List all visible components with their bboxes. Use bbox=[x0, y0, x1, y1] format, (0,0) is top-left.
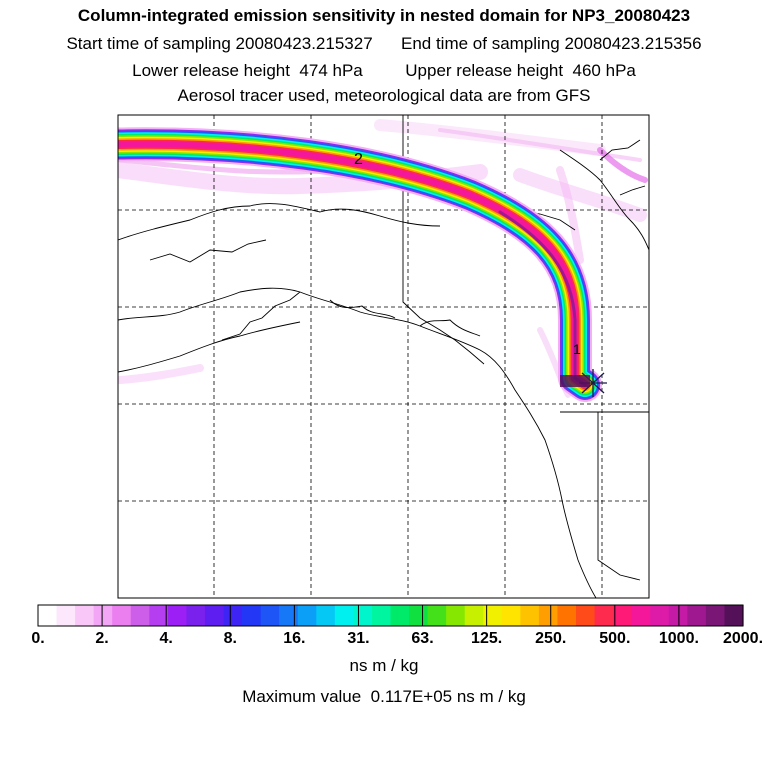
colorbar-tick-label: 4. bbox=[159, 630, 173, 647]
colorbar-units: ns m / kg bbox=[349, 656, 419, 675]
maximum-value: Maximum value 0.117E+05 ns m / kg bbox=[242, 687, 526, 706]
colorbar-swatch bbox=[297, 605, 317, 626]
colorbar-swatch bbox=[260, 605, 280, 626]
colorbar-swatch bbox=[576, 605, 596, 626]
colorbar-swatch bbox=[204, 605, 225, 626]
colorbar-swatch bbox=[390, 605, 410, 626]
colorbar-tick-label: 0. bbox=[31, 630, 45, 647]
colorbar-tick-label: 1000. bbox=[658, 630, 699, 647]
colorbar-swatch bbox=[446, 605, 466, 626]
colorbar-swatch bbox=[594, 605, 614, 626]
track-label-1: 1 bbox=[573, 341, 581, 357]
colorbar-outline bbox=[37, 604, 744, 627]
colorbar-swatch bbox=[353, 605, 373, 626]
plot-title: Column-integrated emission sensitivity i… bbox=[77, 6, 691, 25]
colorbar-swatch bbox=[334, 605, 354, 626]
colorbar-swatch bbox=[93, 605, 113, 626]
colorbar-tick-label: 63. bbox=[411, 630, 434, 647]
colorbar-swatch bbox=[279, 605, 299, 626]
coastlines bbox=[118, 139, 649, 598]
sampling-time-line: Start time of sampling 20080423.215327 E… bbox=[66, 34, 702, 53]
release-height-line: Lower release height 474 hPa Upper relea… bbox=[132, 61, 636, 80]
colorbar-swatch bbox=[520, 605, 540, 626]
colorbar-tick-label: 2000. bbox=[722, 630, 764, 647]
colorbar-swatch bbox=[186, 605, 206, 626]
colorbar-swatch bbox=[167, 605, 188, 626]
colorbar-tick-label: 125. bbox=[471, 630, 503, 647]
colorbar bbox=[37, 604, 744, 627]
colorbar-swatch bbox=[56, 605, 76, 626]
colorbar-swatch bbox=[483, 605, 503, 626]
colorbar-swatch bbox=[613, 605, 633, 626]
colorbar-swatch bbox=[464, 605, 484, 626]
colorbar-tick-label: 2. bbox=[95, 630, 109, 647]
political-borders bbox=[402, 115, 649, 581]
release-core bbox=[560, 375, 590, 387]
colorbar-swatch bbox=[427, 605, 447, 626]
track-label-2: 2 bbox=[354, 151, 363, 168]
colorbar-tick-label: 31. bbox=[347, 630, 370, 647]
map-border bbox=[117, 114, 650, 599]
colorbar-swatch bbox=[631, 605, 651, 626]
colorbar-swatch bbox=[409, 605, 429, 626]
colorbar-swatch bbox=[538, 605, 559, 626]
sensitivity-plume bbox=[118, 127, 602, 402]
colorbar-tick-label: 250. bbox=[535, 630, 567, 647]
colorbar-swatch bbox=[650, 605, 670, 626]
colorbar-swatch bbox=[223, 605, 243, 626]
colorbar-tick-label: 16. bbox=[283, 630, 306, 647]
colorbar-swatch bbox=[687, 605, 707, 626]
colorbar-tick-label: 500. bbox=[599, 630, 631, 647]
colorbar-tick-label: 8. bbox=[223, 630, 237, 647]
colorbar-swatch bbox=[371, 605, 392, 626]
colorbar-swatch bbox=[668, 605, 688, 626]
colorbar-swatch bbox=[557, 605, 577, 626]
colorbar-swatch bbox=[75, 605, 95, 626]
tracer-info-line: Aerosol tracer used, meteorological data… bbox=[177, 86, 591, 105]
colorbar-swatch bbox=[242, 605, 262, 626]
colorbar-ticks bbox=[101, 605, 680, 626]
colorbar-swatch bbox=[316, 605, 336, 626]
colorbar-swatch bbox=[130, 605, 150, 626]
colorbar-swatch bbox=[38, 605, 58, 626]
colorbar-swatch bbox=[149, 605, 169, 626]
colorbar-swatch bbox=[112, 605, 132, 626]
colorbar-swatch bbox=[705, 605, 726, 626]
colorbar-swatch bbox=[501, 605, 521, 626]
colorbar-swatch bbox=[724, 605, 744, 626]
